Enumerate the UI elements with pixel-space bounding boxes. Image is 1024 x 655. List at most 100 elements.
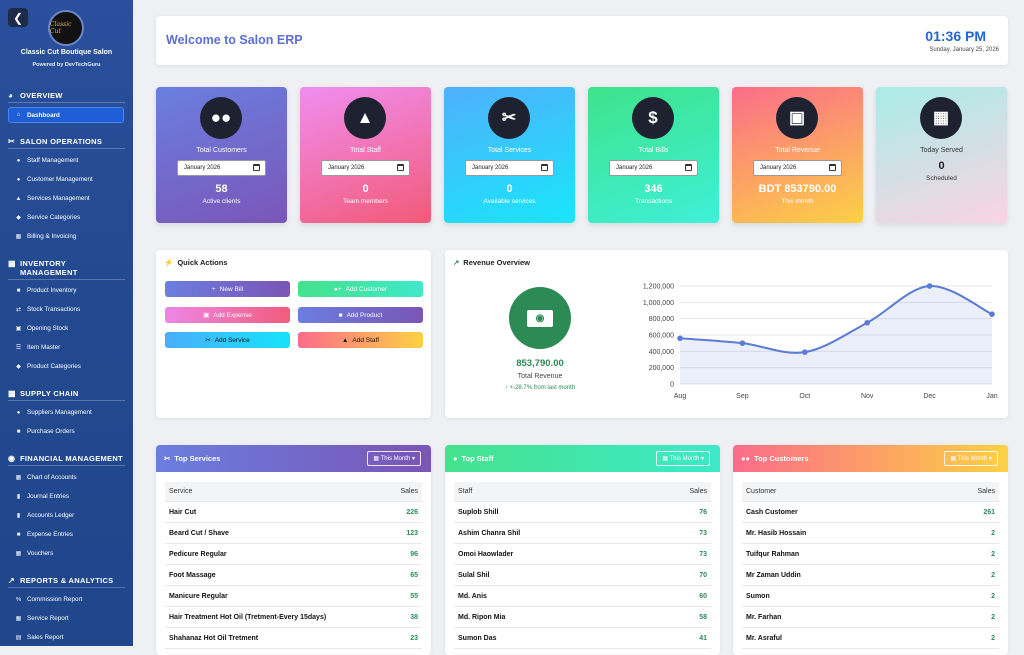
chevron-left-icon: ❮ [12,10,24,25]
brand-subtitle: Powered by DevTechGuru [32,62,101,68]
sidebar-item-stock-transactions[interactable]: ⇄ Stock Transactions [15,306,81,313]
stat-card-customers: ●● Total Customers January 2026 58 Activ… [156,87,287,223]
y-tick-label: 800,000 [649,316,674,323]
sidebar-item-service-categories[interactable]: ◆ Service Categories [16,214,81,221]
add-customer-button[interactable]: ●+ Add Customer [298,281,423,297]
month-picker[interactable]: January 2026 [609,160,698,176]
section-salon-operations: ✂ SALON OPERATIONS [8,137,103,146]
card-value: 0 [362,183,369,195]
sidebar-item-sales-report[interactable]: ▤ Sales Report [15,634,64,641]
add-staff-button[interactable]: ▲ Add Staff [298,332,423,348]
back-button[interactable]: ❮ [8,8,28,27]
stat-card-today-served: ▦ Today Served 0 Scheduled [876,87,1007,223]
month-picker[interactable]: January 2026 [753,160,842,176]
box-icon: ■ [16,287,21,294]
bolt-icon: ⚡ [164,258,174,267]
sidebar-item-services-management[interactable]: ▲ Services Management [15,195,90,202]
period-dropdown[interactable]: ▦ This Month ▾ [367,451,421,466]
sidebar-item-suppliers-management[interactable]: ● Suppliers Management [16,409,92,416]
revenue-total-value: 853,790.00 [516,358,564,369]
card-subtitle: This month [781,198,814,205]
table-row: Md. Ripon Mia 58 [454,607,711,628]
sidebar-item-commission-report[interactable]: % Commission Report [15,596,83,603]
period-dropdown[interactable]: ▦ This Month ▾ [944,451,998,466]
card-value: 346 [644,183,663,195]
calendar-icon: ▦ [662,456,670,462]
chevron-down-icon: ▾ [410,456,415,462]
table-row: Ashim Chanra Shil 73 [454,523,711,544]
add-product-button[interactable]: ■ Add Product [298,307,423,323]
cart-icon: ■ [16,428,21,435]
table-row: Mr Zaman Uddin 2 [742,565,999,586]
calendar-icon [541,164,548,171]
users-icon: ● [16,176,21,183]
money-icon: ▣ [776,97,818,139]
exchange-icon: ⇄ [15,307,22,313]
add-expense-button[interactable]: ▣ Add Expense [165,307,290,323]
user-icon: ● [16,157,21,164]
month-picker[interactable]: January 2026 [177,160,266,176]
sidebar-item-accounts-ledger[interactable]: ▮ Accounts Ledger [16,512,75,519]
plus-icon: + [211,285,216,293]
chevron-down-icon: ▾ [699,456,704,462]
table-row: Md. Anis 60 [454,586,711,607]
sidebar-item-billing-invoicing[interactable]: ▦ Billing & Invoicing [15,233,77,240]
data-point [926,283,933,289]
sidebar-item-staff-management[interactable]: ● Staff Management [16,157,79,164]
sidebar-item-product-categories[interactable]: ◆ Product Categories [16,363,81,370]
y-tick-label: 1,000,000 [643,300,674,307]
revenue-total-label: Total Revenue [517,373,563,380]
user-tie-icon: ▲ [341,336,349,344]
card-subtitle: Scheduled [926,175,957,182]
stat-card-revenue: ▣ Total Revenue January 2026 BDT 853790.… [732,87,863,223]
add-service-button[interactable]: ✂ Add Service [165,332,290,348]
scissors-icon: ✂ [205,337,211,344]
chart-line-icon: ↗ [8,576,16,585]
calendar-icon [829,164,836,171]
sidebar-item-service-report[interactable]: ▦ Service Report [15,615,69,622]
sidebar-item-customer-management[interactable]: ● Customer Management [16,176,93,183]
sidebar-item-dashboard[interactable]: ⌂ Dashboard [8,107,124,123]
month-picker[interactable]: January 2026 [465,160,554,176]
ledger-icon: ▮ [16,513,21,519]
card-label: Total Revenue [775,147,820,154]
card-value: 0 [938,160,945,172]
card-value: 0 [506,183,513,195]
receipt-icon: ▦ [15,234,22,240]
new-bill-button[interactable]: + New Bill [165,281,290,297]
card-label: Total Customers [196,147,247,154]
table-row: Omoi Haowlader 73 [454,544,711,565]
sitemap-icon: ▦ [15,475,22,481]
table-row: Manicure Regular 55 [165,586,422,607]
month-picker[interactable]: January 2026 [321,160,410,176]
handshake-icon: ● [16,409,21,416]
card-subtitle: Team members [343,198,388,205]
top-staff-table: Staff Sales Suplob Shill 76 Ashim Chanra S… [454,482,711,649]
y-tick-label: 200,000 [649,365,674,372]
sidebar-item-product-inventory[interactable]: ■ Product Inventory [16,287,77,294]
stat-card-services: ✂ Total Services January 2026 0 Availabl… [444,87,575,223]
top-services-table: Service Sales Hair Cut 226 Beard Cut / Sha… [165,482,422,649]
home-icon: ⌂ [16,112,21,118]
sidebar-item-purchase-orders[interactable]: ■ Purchase Orders [16,428,75,435]
table-row: Hair Cut 226 [165,502,422,523]
sidebar-item-journal-entries[interactable]: ▮ Journal Entries [16,493,69,500]
card-subtitle: Active clients [202,198,241,205]
table-row: Suplob Shill 76 [454,502,711,523]
revenue-overview-title: ↗ Revenue Overview [453,258,530,267]
money-bill-icon: ◉ [509,287,571,349]
x-tick-label: Nov [861,393,874,400]
sidebar-item-opening-stock[interactable]: ▣ Opening Stock [15,325,69,332]
chart-bar-icon: ▤ [15,635,22,641]
top-staff-header: ● Top Staff ▦ This Month ▾ [445,445,720,472]
sidebar-item-item-master[interactable]: ☰ Item Master [15,344,61,351]
x-tick-label: Dec [923,393,936,400]
scissors-icon: ✂ [488,97,530,139]
sidebar-item-chart-of-accounts[interactable]: ▦ Chart of Accounts [15,474,77,481]
sidebar-item-expense-entries[interactable]: ■ Expense Entries [16,531,73,538]
period-dropdown[interactable]: ▦ This Month ▾ [656,451,710,466]
clock-time: 01:36 PM [925,28,986,44]
sidebar-item-vouchers[interactable]: ▦ Vouchers [15,550,54,557]
x-tick-label: Jan [986,393,997,400]
top-services-panel: ✂ Top Services ▦ This Month ▾ Service Sale… [156,445,431,655]
